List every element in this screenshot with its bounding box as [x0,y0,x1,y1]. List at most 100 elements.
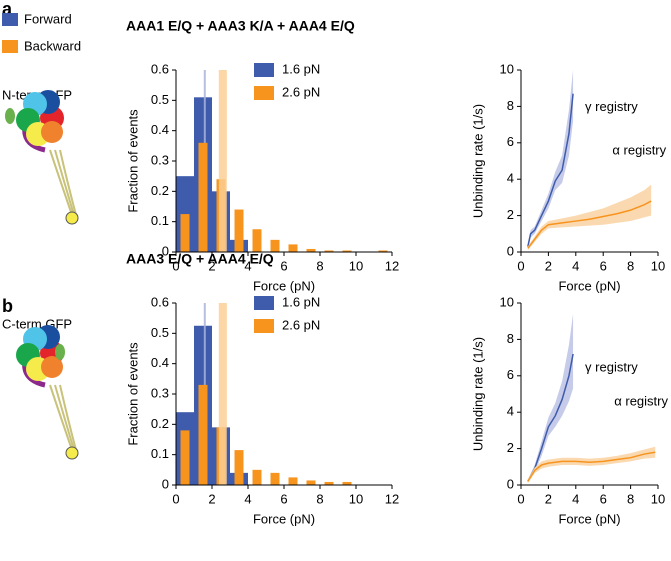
y-tick-label: 0.3 [151,385,169,400]
y-tick-label: 0 [162,476,169,491]
bar [288,244,298,252]
bar [306,248,316,252]
bar [270,239,280,252]
legend-swatch [254,86,274,100]
x-tick-label: 8 [316,258,323,273]
panel-label: a [2,0,13,19]
bar [198,384,208,485]
y-tick-label: 0.5 [151,92,169,107]
x-tick-label: 0 [172,258,179,273]
bar [252,469,262,485]
y-axis-label: Unbinding rate (1/s) [470,337,485,451]
y-tick-label: 0.6 [151,61,169,76]
x-tick-label: 4 [244,491,251,506]
legend-label: 2.6 pN [282,84,320,99]
panel-label: b [2,296,13,316]
bar [180,430,190,485]
bar [234,450,244,485]
y-tick-label: 0 [162,243,169,258]
legend-label: 1.6 pN [282,61,320,76]
legend-swatch [254,296,274,310]
y-tick-label: 0.2 [151,183,169,198]
x-axis-label: Force (pN) [558,278,620,293]
x-tick-label: 12 [385,258,399,273]
x-tick-label: 6 [280,258,287,273]
line [527,200,652,249]
y-tick-label: 6 [507,367,514,382]
confidence-band [527,184,652,251]
y-tick-label: 0.1 [151,213,169,228]
mean-line [218,70,227,252]
y-tick-label: 4 [507,404,514,419]
x-tick-label: 2 [208,491,215,506]
x-tick-label: 8 [627,258,634,273]
x-tick-label: 10 [349,258,363,273]
motor-schematic [16,325,79,460]
x-tick-label: 12 [385,491,399,506]
x-axis-label: Force (pN) [253,278,315,293]
y-tick-label: 0 [507,476,514,491]
x-tick-label: 6 [600,258,607,273]
y-tick-label: 0.4 [151,355,169,370]
x-tick-label: 4 [244,258,251,273]
motor-schematic [5,90,79,225]
x-tick-label: 2 [545,258,552,273]
chart-title: AAA1 E/Q + AAA3 K/A + AAA4 E/Q [126,18,355,34]
confidence-band [527,313,574,484]
x-tick-label: 0 [172,491,179,506]
x-tick-label: 4 [572,258,579,273]
x-tick-label: 2 [545,491,552,506]
x-tick-label: 4 [572,491,579,506]
x-tick-label: 6 [600,491,607,506]
legend-label: Backward [24,38,81,53]
bar [234,209,244,252]
x-tick-label: 0 [517,491,524,506]
legend-swatch [2,40,18,53]
mean-line [218,303,227,485]
legend-swatch [2,13,18,26]
x-tick-label: 10 [651,491,665,506]
x-tick-label: 10 [651,258,665,273]
x-tick-label: 10 [349,491,363,506]
y-tick-label: 6 [507,134,514,149]
bar [342,250,352,252]
x-tick-label: 2 [208,258,215,273]
y-tick-label: 0.4 [151,122,169,137]
y-tick-label: 0.6 [151,294,169,309]
y-tick-label: 8 [507,331,514,346]
bar [342,481,352,485]
chart-title: AAA3 E/Q + AAA4 E/Q [126,251,274,267]
y-axis-label: Unbinding rate (1/s) [470,104,485,218]
x-axis-label: Force (pN) [253,511,315,526]
series-label: α registry [614,394,668,409]
series-label: γ registry [585,99,638,114]
y-axis-label: Fraction of events [125,109,140,213]
y-tick-label: 8 [507,98,514,113]
bar [288,477,298,485]
y-tick-label: 0.1 [151,446,169,461]
legend-label: 2.6 pN [282,317,320,332]
x-tick-label: 6 [280,491,287,506]
y-tick-label: 0.3 [151,152,169,167]
x-tick-label: 0 [517,258,524,273]
y-tick-label: 0 [507,243,514,258]
y-axis-label: Fraction of events [125,342,140,446]
legend-label: Forward [24,11,72,26]
bar [324,481,334,485]
legend-swatch [254,63,274,77]
y-tick-label: 0.2 [151,416,169,431]
legend-swatch [254,319,274,333]
y-tick-label: 10 [500,294,514,309]
legend-label: 1.6 pN [282,294,320,309]
y-tick-label: 2 [507,440,514,455]
bar [270,472,280,485]
bar [252,229,262,252]
series-label: α registry [612,142,666,157]
line [527,353,574,482]
y-tick-label: 0.5 [151,325,169,340]
y-tick-label: 2 [507,207,514,222]
bar [378,250,388,252]
y-tick-label: 4 [507,171,514,186]
bar [198,142,208,252]
bar [324,250,334,252]
